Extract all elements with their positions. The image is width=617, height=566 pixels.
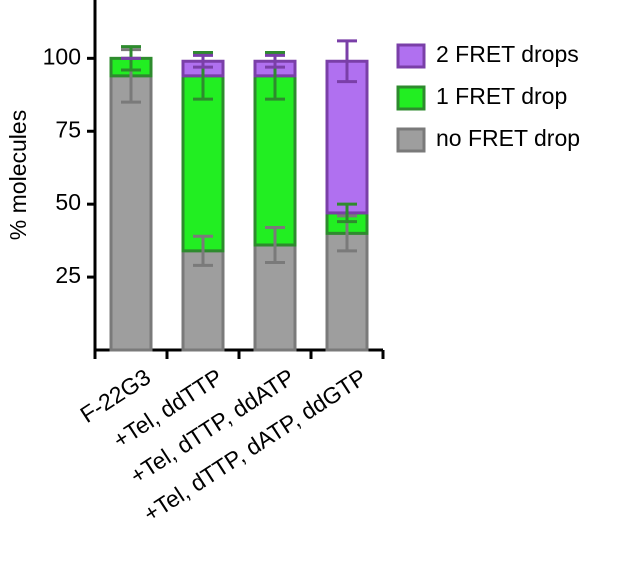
legend-swatch: [396, 85, 426, 111]
y-tick-label: 75: [55, 116, 81, 142]
legend-label: no FRET drop: [436, 125, 580, 151]
error-bar: [265, 226, 285, 264]
legend-label: 1 FRET drop: [436, 83, 567, 109]
legend-swatch: [396, 127, 426, 153]
y-tick-label: 50: [55, 189, 81, 215]
bar-segment: [109, 74, 153, 352]
bar-segment: [253, 74, 297, 247]
y-tick-label: 100: [43, 43, 81, 69]
bar-segment: [325, 231, 369, 352]
bar-segment: [181, 74, 225, 253]
y-axis-label: % molecules: [5, 110, 31, 240]
error-bar: [337, 39, 357, 84]
error-bar: [193, 53, 213, 69]
legend-label: 2 FRET drops: [436, 41, 579, 67]
bar-segment: [325, 59, 369, 215]
error-bar: [265, 53, 285, 69]
error-bar: [193, 234, 213, 267]
y-tick-label: 25: [55, 262, 81, 288]
error-bar: [337, 202, 357, 224]
legend-swatch: [396, 43, 426, 69]
